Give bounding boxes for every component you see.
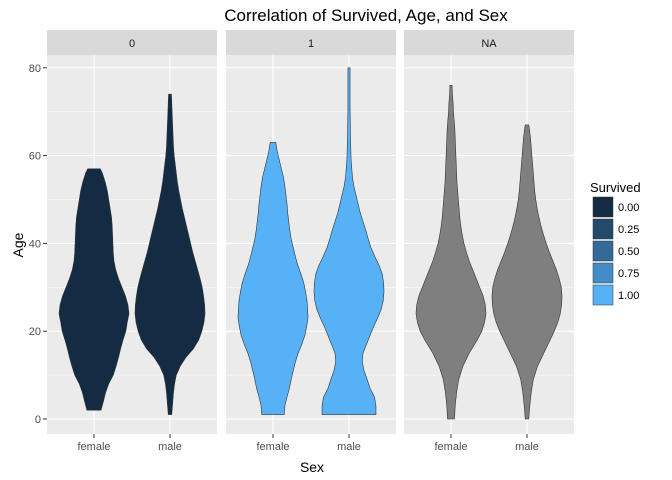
facet-strip-label: 0 [129,38,135,50]
x-tick-label: female [434,441,467,453]
facet-panel-NA: NA female male [404,30,574,453]
chart-title: Correlation of Survived, Age, and Sex [224,6,508,25]
y-tick-label: 80 [29,63,41,75]
facet-strip [47,30,217,55]
violin-1-female [237,142,309,415]
x-tick-label: male [515,441,539,453]
x-tick-label: female [256,441,289,453]
violin-0-female [58,168,130,411]
facet-strip [404,30,574,55]
facet-strip [226,30,396,55]
x-tick-label: male [337,441,361,453]
legend-swatch [592,240,614,262]
x-tick-label: female [77,441,110,453]
y-axis-title: Age [10,232,26,257]
legend-swatch [592,218,614,240]
y-tick-label: 40 [29,238,41,250]
legend: Survived 0.00 0.25 0.50 0.75 1.00 [590,180,641,306]
facet-panels: 0 female male 1 female male NA female male [47,30,574,453]
y-tick-label: 20 [29,326,41,338]
legend-label: 0.50 [618,246,639,258]
legend-label: 0.25 [618,224,639,236]
x-axis-title: Sex [300,459,324,475]
legend-label: 0.75 [618,268,639,280]
violin-1-male [313,67,385,415]
legend-swatch [592,262,614,284]
facet-panel-1: 1 female male [226,30,396,453]
violin-NA-female [415,85,487,420]
legend-label: 1.00 [618,290,639,302]
violin-0-male [134,93,206,415]
legend-title: Survived [590,180,641,195]
legend-swatch [592,284,614,306]
y-tick-label: 60 [29,151,41,163]
legend-label: 0.00 [618,202,639,214]
legend-swatch [592,196,614,218]
y-axis: 0 20 40 60 80 [29,63,47,426]
facet-strip-label: 1 [308,38,314,50]
violin-NA-male [491,124,563,420]
facet-strip-label: NA [481,38,497,50]
facet-panel-0: 0 female male [47,30,217,453]
x-tick-label: male [158,441,182,453]
y-tick-label: 0 [35,414,41,426]
